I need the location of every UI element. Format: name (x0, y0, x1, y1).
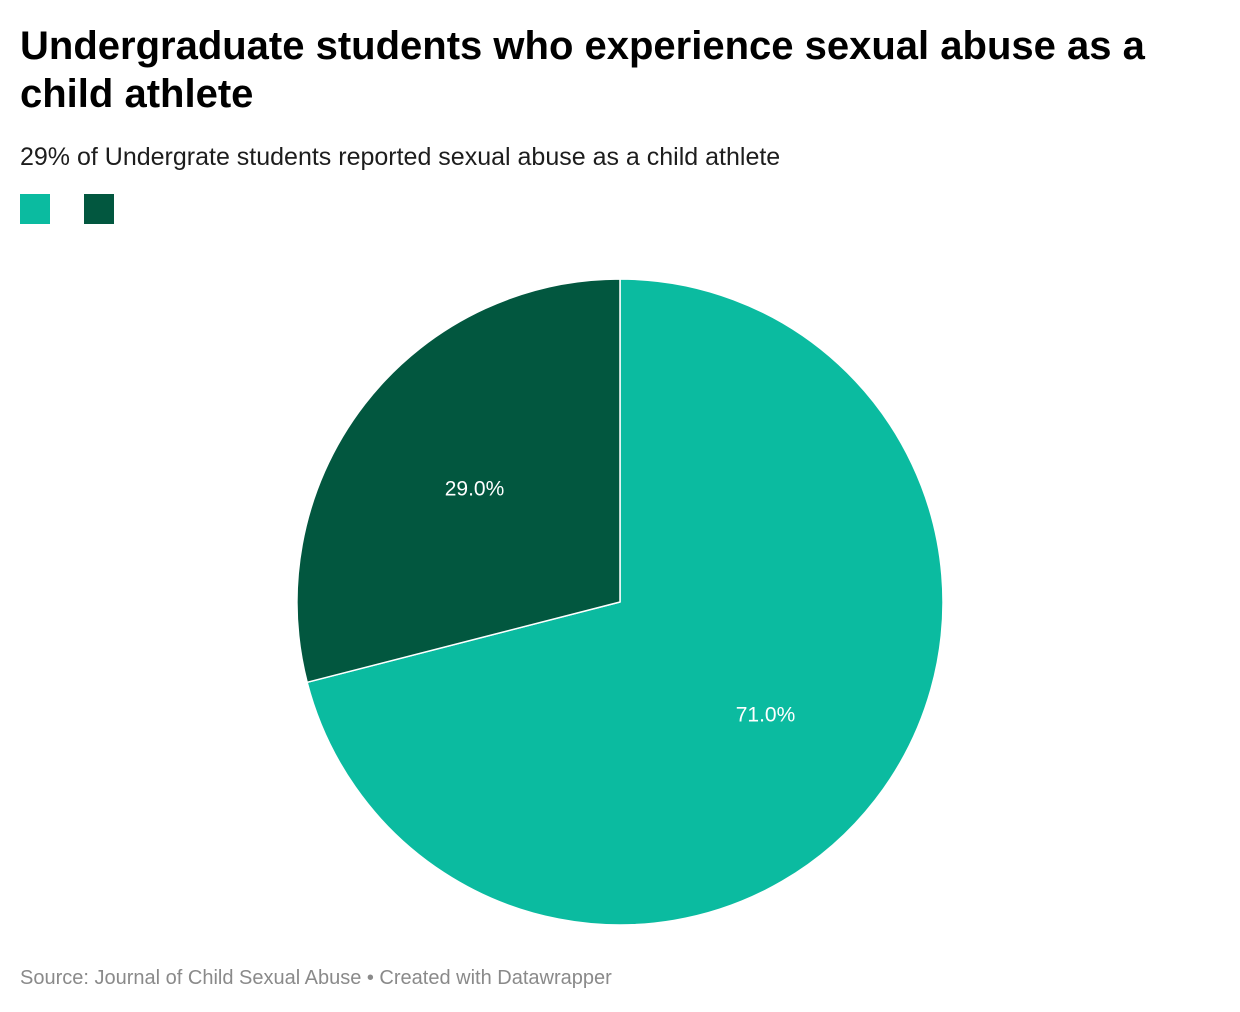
pie-slice-0 (306, 278, 944, 926)
legend (20, 194, 114, 224)
pie-slice-label-0: 71.0% (736, 703, 796, 726)
source-note: Source: Journal of Child Sexual Abuse • … (20, 967, 612, 989)
pie-slices (296, 278, 944, 926)
legend-swatch-0 (20, 194, 50, 224)
chart-title: Undergraduate students who experience se… (20, 24, 1145, 116)
pie-labels: 71.0% 29.0% (445, 478, 796, 727)
pie-slice-label-1: 29.0% (445, 478, 505, 501)
chart-subtitle: 29% of Undergrate students reported sexu… (20, 143, 781, 171)
pie-slice-1 (296, 278, 621, 684)
legend-swatch-1 (84, 194, 114, 224)
